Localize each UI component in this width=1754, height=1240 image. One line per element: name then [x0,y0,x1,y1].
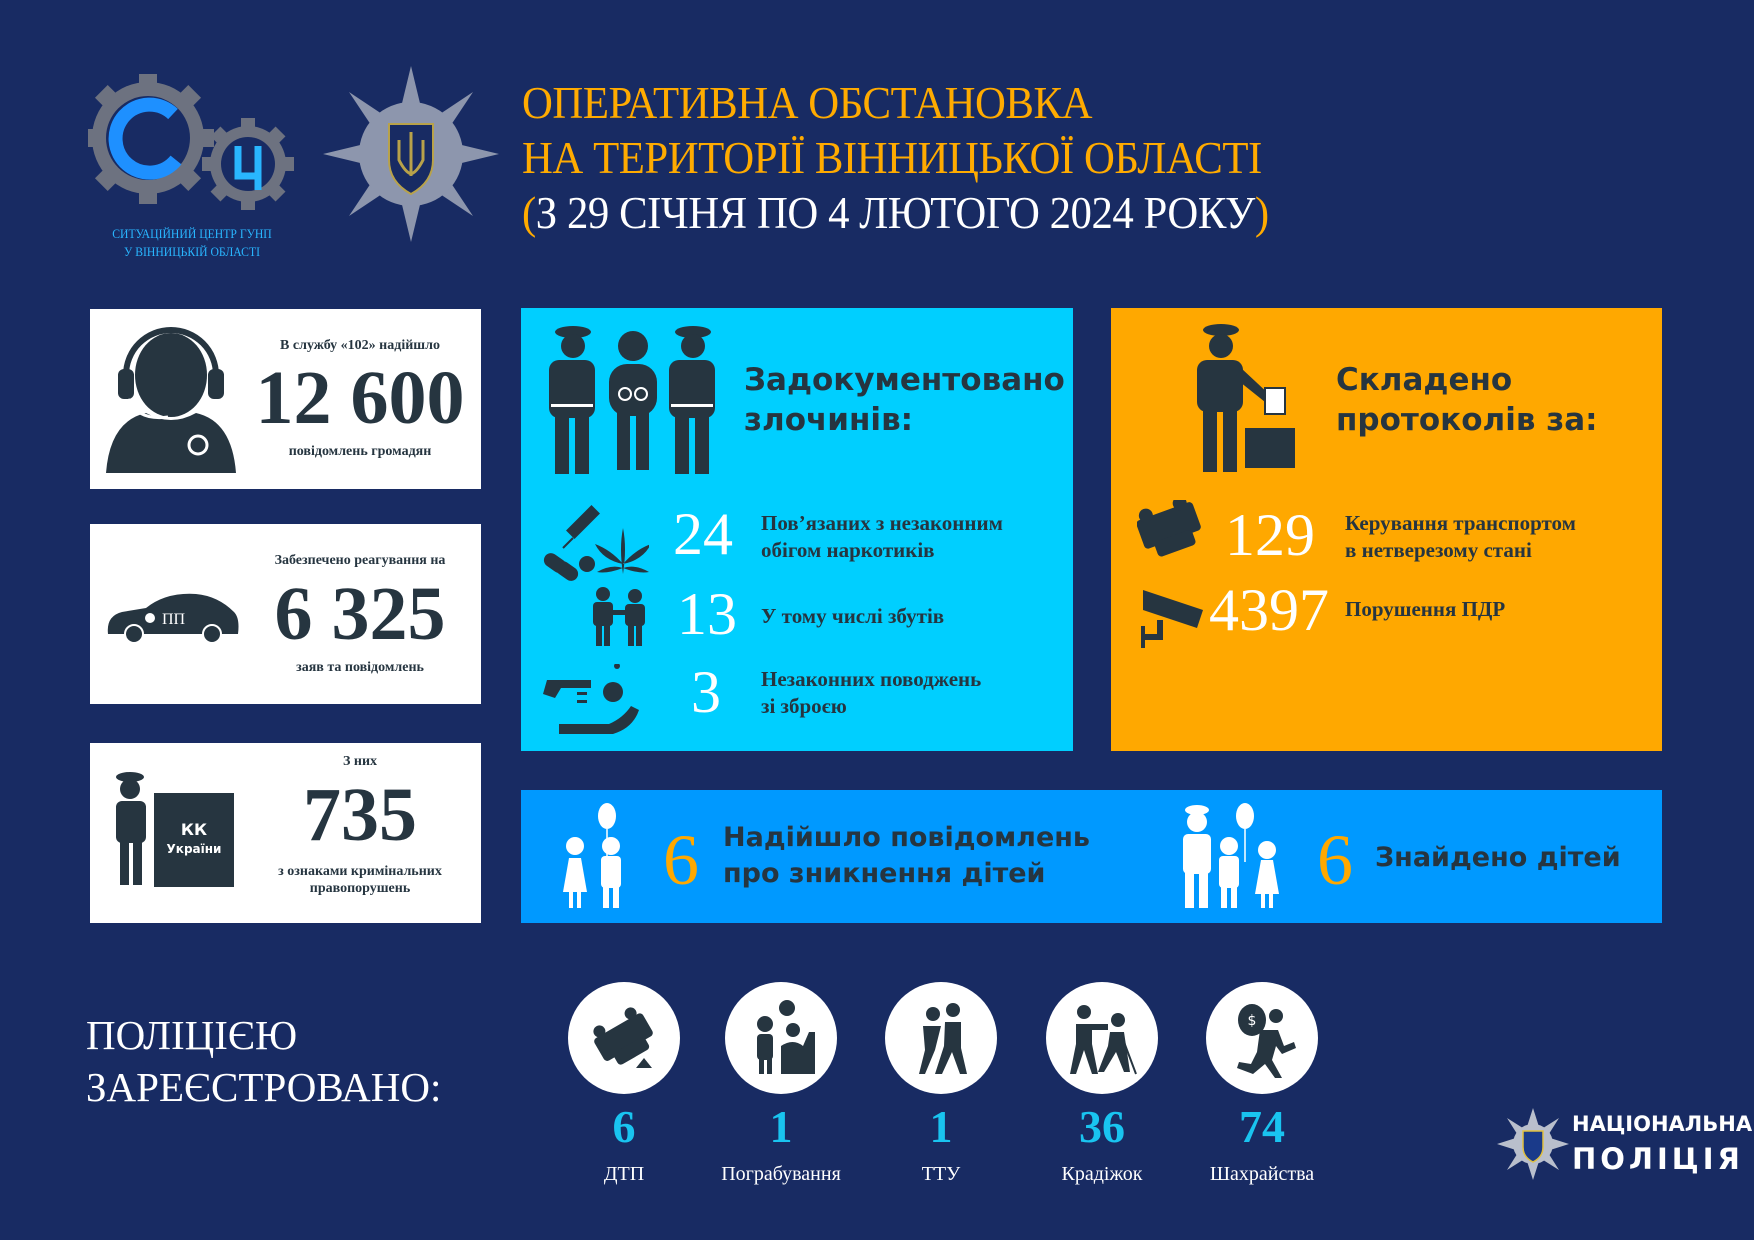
weapons-value: 3 [691,659,721,725]
book-text-2: України [167,842,222,856]
missing-children-value: 6 [663,820,699,900]
registered-icon-circle [885,982,997,1094]
protocols-box: Складено протоколів за: 129 Керування тра… [1111,308,1662,751]
operator-headset-icon [106,327,236,473]
national-police-text-2: ПОЛІЦІЯ [1572,1142,1744,1176]
criminal-card: КК України З них 735 з ознаками кримінал… [90,743,481,923]
missing-children-label-1: Надійшло повідомлень [723,822,1090,853]
drugs-value: 24 [673,501,733,567]
book-text-1: КК [181,820,207,839]
criminal-value: 735 [303,773,417,857]
protocols-title-2: протоколів за: [1336,402,1598,438]
registered-label: ТТУ [921,1163,961,1185]
calls-102-value: 12 600 [255,356,465,440]
crimes-title-2: злочинів: [744,402,914,438]
card-label-bottom: з ознаками кримінальних правопорушень [230,863,490,897]
missing-children-label: Надійшло повідомлень про зникнення дітей [723,820,1090,892]
registered-value: 6 [612,1101,636,1152]
national-police-logo-icon [1497,1108,1569,1180]
card-label-top: З них [342,754,378,769]
title-line-1: ОПЕРАТИВНА ОБСТАНОВКА [522,77,1093,128]
protocols-title: Складено протоколів за: [1336,360,1598,440]
situation-center-logo [88,74,294,210]
period-text: З 29 СІЧНЯ ПО 4 ЛЮТОГО 2024 РОКУ [535,187,1256,238]
weapons-label-2: зі зброєю [761,694,847,718]
registered-icon-circle [725,982,837,1094]
theft-icon [1070,1005,1137,1075]
response-card: ПП Забезпечено реагування на 6 325 заяв … [90,524,481,704]
card-label-bottom: повідомлень громадян [288,444,432,459]
police-protocol-icon [1197,324,1295,472]
registered-value: 1 [929,1101,953,1152]
car-crash-icon [593,1007,653,1068]
response-value: 6 325 [274,572,446,656]
registered-icon-circle [568,982,680,1094]
drunk-driving-value: 129 [1225,502,1315,568]
weapons-icon [543,664,639,734]
card-label-top: В службу «102» надійшло [280,338,440,353]
paren-open: ( [522,187,536,238]
police-star-badge-icon [323,66,499,242]
card-label-bottom: заяв та повідомлень [296,660,424,675]
svg-text:$: $ [1248,1013,1257,1029]
calls-102-card: В службу «102» надійшло 12 600 повідомле… [90,309,481,489]
traffic-violations-value: 4397 [1209,577,1329,643]
paren-close: ) [1254,187,1269,238]
drugs-icon [543,505,649,581]
drug-dealing-icon [593,587,645,646]
found-children-value: 6 [1317,820,1353,900]
title-period: (З 29 СІЧНЯ ПО 4 ЛЮТОГО 2024 РОКУ) [522,188,1269,238]
title-line-2: НА ТЕРИТОРІЇ ВІННИЦЬКОЇ ОБЛАСТІ [522,132,1262,183]
card-label-top: Забезпечено реагування на [274,553,446,568]
registered-value: 74 [1239,1101,1285,1152]
assault-icon [919,1003,967,1074]
traffic-violations-label: Порушення ПДР [1345,597,1506,621]
children-strip: 6 Надійшло повідомлень про зникнення діте… [521,790,1662,923]
logo-caption-2: У ВІННИЦЬКІЙ ОБЛАСТІ [123,244,261,259]
police-criminal-code-icon: КК України [116,772,234,887]
police-found-children-icon [1183,803,1279,908]
registered-value: 1 [769,1101,793,1152]
robbery-icon [757,1000,815,1074]
registered-label: Шахрайства [1209,1163,1315,1185]
traffic-camera-icon [1141,590,1203,648]
missing-children-label-2: про зникнення дітей [723,858,1046,889]
registered-value: 36 [1079,1101,1125,1152]
crimes-box: Задокументовано злочинів: 24 Пов’язаних з… [521,308,1073,751]
registered-title-1: ПОЛІЦІЄЮ [86,1012,298,1058]
weapons-label: Незаконних поводжень зі зброєю [761,666,981,720]
registered-icon-circle [1046,982,1158,1094]
drugs-label-2: обігом наркотиків [761,538,935,562]
police-car-icon: ПП [107,593,239,644]
drugs-label: Пов’язаних з незаконним обігом наркотиків [761,510,1003,564]
drugs-label-1: Пов’язаних з незаконним [761,511,1003,535]
drunk-driving-label-1: Керування транспортом [1345,511,1576,535]
logo-caption-1: СИТУАЦІЙНИЙ ЦЕНТР ГУНП [112,226,272,241]
car-text: ПП [162,611,186,628]
protocols-title-1: Складено [1336,362,1513,398]
overturned-car-icon [1137,500,1201,557]
crimes-title: Задокументовано злочинів: [744,360,1065,440]
drunk-driving-label: Керування транспортом в нетверезому стані [1345,510,1576,564]
registered-label: Крадіжок [1061,1163,1143,1185]
national-police-text-1: НАЦІОНАЛЬНА [1572,1112,1753,1136]
found-children-label: Знайдено дітей [1375,842,1621,873]
crimes-title-1: Задокументовано [744,362,1065,398]
card-label-bottom-2: правопорушень [309,881,411,896]
registered-label: ДТП [603,1163,645,1185]
registered-label: Пограбування [721,1163,841,1185]
weapons-label-1: Незаконних поводжень [761,667,982,691]
drunk-driving-label-2: в нетверезому стані [1345,538,1532,562]
card-label-bottom-1: з ознаками кримінальних [278,864,442,879]
dealing-value: 13 [677,581,737,647]
registered-icon-circle: $ [1206,982,1318,1094]
fraud-icon: $ [1237,1004,1296,1078]
registered-title-2: ЗАРЕЄСТРОВАНО: [86,1064,442,1110]
children-balloon-icon [563,803,621,908]
dealing-label: У тому числі збутів [761,604,945,628]
police-arrest-icon [549,326,715,474]
